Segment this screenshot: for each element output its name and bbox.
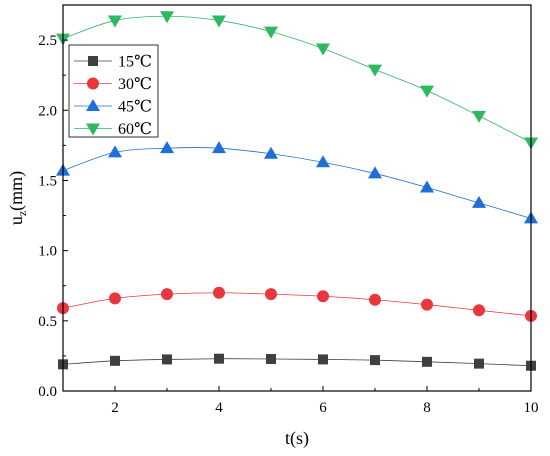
y-tick-label: 1.5 xyxy=(38,173,57,189)
axes xyxy=(62,4,532,392)
data-point xyxy=(212,141,226,154)
x-axis-label: t(s) xyxy=(285,428,309,449)
data-point xyxy=(265,288,277,301)
data-point xyxy=(108,145,122,158)
legend-label: 15℃ xyxy=(118,54,152,71)
data-point xyxy=(368,64,382,77)
data-point xyxy=(266,353,276,364)
y-axis-ticks: 0.0 0.5 1.0 1.5 2.0 2.5 xyxy=(38,33,68,400)
x-tick-label: 4 xyxy=(215,400,223,416)
data-point xyxy=(472,110,486,123)
plot-area xyxy=(56,11,538,371)
data-point xyxy=(318,354,328,365)
series-3 xyxy=(56,11,538,150)
x-tick-label: 6 xyxy=(319,400,327,416)
data-point xyxy=(317,290,329,303)
legend-marker xyxy=(88,56,98,66)
data-point xyxy=(422,356,432,367)
y-axis-label-unit: (mm) xyxy=(6,171,27,211)
data-point xyxy=(264,146,278,159)
data-point xyxy=(421,298,433,311)
data-point xyxy=(160,11,174,24)
data-point xyxy=(264,26,278,39)
data-point xyxy=(420,85,434,98)
data-point xyxy=(108,15,122,28)
legend-marker xyxy=(86,99,100,111)
legend-marker xyxy=(86,123,100,136)
data-point xyxy=(213,286,225,299)
data-point xyxy=(214,353,224,364)
data-point xyxy=(420,180,434,193)
data-point xyxy=(162,354,172,365)
x-tick-label: 8 xyxy=(423,400,431,416)
x-tick-label: 2 xyxy=(111,400,119,416)
data-point xyxy=(109,292,121,305)
series-line xyxy=(62,292,532,317)
y-tick-label: 0.0 xyxy=(38,384,57,400)
series-line xyxy=(62,15,532,143)
y-tick-label: 2.5 xyxy=(38,33,57,49)
data-point xyxy=(212,15,226,28)
legend-box xyxy=(68,44,159,138)
y-tick-label: 1.0 xyxy=(38,244,57,260)
data-point xyxy=(474,358,484,369)
series-line xyxy=(62,358,532,367)
data-point xyxy=(472,195,486,208)
data-point xyxy=(316,43,330,56)
series-1 xyxy=(57,286,537,322)
data-point xyxy=(316,155,330,168)
y-tick-label: 2.0 xyxy=(38,103,57,119)
legend-label: 30℃ xyxy=(118,76,152,93)
x-tick-label: 10 xyxy=(524,400,539,416)
y-axis-label: uz(mm) xyxy=(6,171,29,225)
data-point xyxy=(160,141,174,154)
legend-label: 45℃ xyxy=(118,99,152,116)
data-point xyxy=(370,355,380,366)
data-point xyxy=(161,288,173,301)
legend: 15℃ 30℃ 45℃ 60℃ xyxy=(68,44,159,138)
data-point xyxy=(369,293,381,306)
series-line xyxy=(62,147,532,219)
data-point xyxy=(473,304,485,317)
data-point xyxy=(368,166,382,179)
legend-label: 60℃ xyxy=(118,121,152,138)
legend-marker xyxy=(87,77,99,90)
y-axis-label-subscript: z xyxy=(15,211,29,216)
y-tick-label: 0.5 xyxy=(38,314,57,330)
x-axis-ticks: 2 4 6 8 10 xyxy=(62,386,539,416)
data-point xyxy=(110,355,120,366)
y-axis-label-main: u xyxy=(6,216,26,225)
plot-frame xyxy=(62,4,532,392)
